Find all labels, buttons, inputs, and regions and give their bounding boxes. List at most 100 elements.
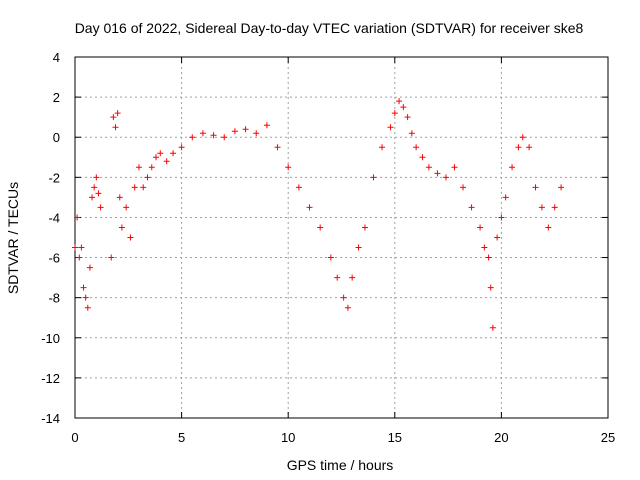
x-tick-label: 15: [388, 430, 402, 445]
data-point: [89, 194, 96, 201]
data-point: [485, 254, 492, 261]
data-point: [231, 128, 238, 135]
data-point: [91, 184, 98, 191]
data-point: [148, 164, 155, 171]
data-point: [532, 184, 539, 191]
data-point: [82, 294, 89, 301]
data-point: [494, 234, 501, 241]
data-point: [221, 134, 228, 141]
data-point: [295, 184, 302, 191]
data-point: [538, 204, 545, 211]
data-point: [551, 204, 558, 211]
y-axis-label: SDTVAR / TECUs: [5, 182, 21, 294]
data-point: [498, 214, 505, 221]
grid-lines: [75, 57, 608, 418]
data-point: [263, 122, 270, 129]
data-point: [404, 114, 411, 121]
data-point: [502, 194, 509, 201]
axis-ticks: 0 5 10 15 20 25 -14 -12 -10 -8 -6 -4 -2 0 2 4: [41, 50, 615, 445]
data-point: [408, 130, 415, 137]
data-point: [460, 184, 467, 191]
data-point: [153, 154, 160, 161]
data-point: [361, 224, 368, 231]
data-point: [163, 158, 170, 165]
data-point: [396, 98, 403, 105]
data-point: [110, 114, 117, 121]
data-point: [72, 244, 78, 251]
y-tick-label: -10: [41, 331, 60, 346]
data-point: [434, 170, 441, 177]
data-point: [391, 110, 398, 117]
data-point: [116, 194, 123, 201]
data-point: [370, 174, 377, 181]
data-point: [274, 144, 281, 151]
data-point: [419, 154, 426, 161]
data-point: [127, 234, 134, 241]
data-point: [97, 204, 104, 211]
data-point: [112, 124, 119, 131]
data-point: [327, 254, 334, 261]
y-tick-label: -2: [48, 170, 60, 185]
data-point: [400, 104, 407, 111]
x-tick-label: 25: [601, 430, 615, 445]
data-point: [285, 164, 292, 171]
data-point: [131, 184, 138, 191]
data-point: [487, 284, 494, 291]
data-point: [344, 304, 351, 311]
plot-frame: [74, 56, 609, 419]
data-point: [379, 144, 386, 151]
data-point: [306, 204, 313, 211]
data-point: [355, 244, 362, 251]
data-point: [317, 224, 324, 231]
y-tick-label: -8: [48, 291, 60, 306]
data-point: [253, 130, 260, 137]
data-point: [349, 274, 356, 281]
data-point: [78, 244, 85, 251]
x-tick-label: 10: [281, 430, 295, 445]
data-point: [334, 274, 341, 281]
data-point: [481, 244, 488, 251]
data-point: [108, 254, 115, 261]
data-point: [95, 190, 102, 197]
data-point: [84, 304, 91, 311]
data-point: [558, 184, 565, 191]
data-point: [509, 164, 516, 171]
x-axis-label: GPS time / hours: [287, 457, 394, 473]
data-point: [425, 164, 432, 171]
data-point: [93, 174, 100, 181]
data-point: [210, 132, 217, 139]
data-point: [387, 124, 394, 131]
y-tick-label: 2: [53, 90, 60, 105]
data-point: [140, 184, 147, 191]
data-point: [442, 174, 449, 181]
data-point: [477, 224, 484, 231]
data-point: [135, 164, 142, 171]
data-point: [340, 294, 347, 301]
data-point: [526, 144, 533, 151]
y-tick-label: -6: [48, 251, 60, 266]
x-tick-label: 0: [71, 430, 78, 445]
data-point: [118, 224, 125, 231]
y-tick-label: -4: [48, 210, 60, 225]
data-point: [242, 126, 249, 133]
data-point: [545, 224, 552, 231]
y-tick-label: -12: [41, 371, 60, 386]
chart-title: Day 016 of 2022, Sidereal Day-to-day VTE…: [75, 20, 584, 36]
y-tick-label: -14: [41, 411, 60, 426]
data-point: [515, 144, 522, 151]
x-tick-label: 20: [494, 430, 508, 445]
data-point: [468, 204, 475, 211]
data-point: [451, 164, 458, 171]
data-point: [86, 264, 93, 271]
y-tick-label: 4: [53, 50, 60, 65]
data-point: [178, 144, 185, 151]
data-point: [199, 130, 206, 137]
data-point: [80, 284, 87, 291]
y-tick-label: 0: [53, 130, 60, 145]
data-point: [519, 134, 526, 141]
data-point: [189, 134, 196, 141]
data-point: [489, 324, 496, 331]
data-point: [170, 150, 177, 157]
data-point: [144, 174, 151, 181]
